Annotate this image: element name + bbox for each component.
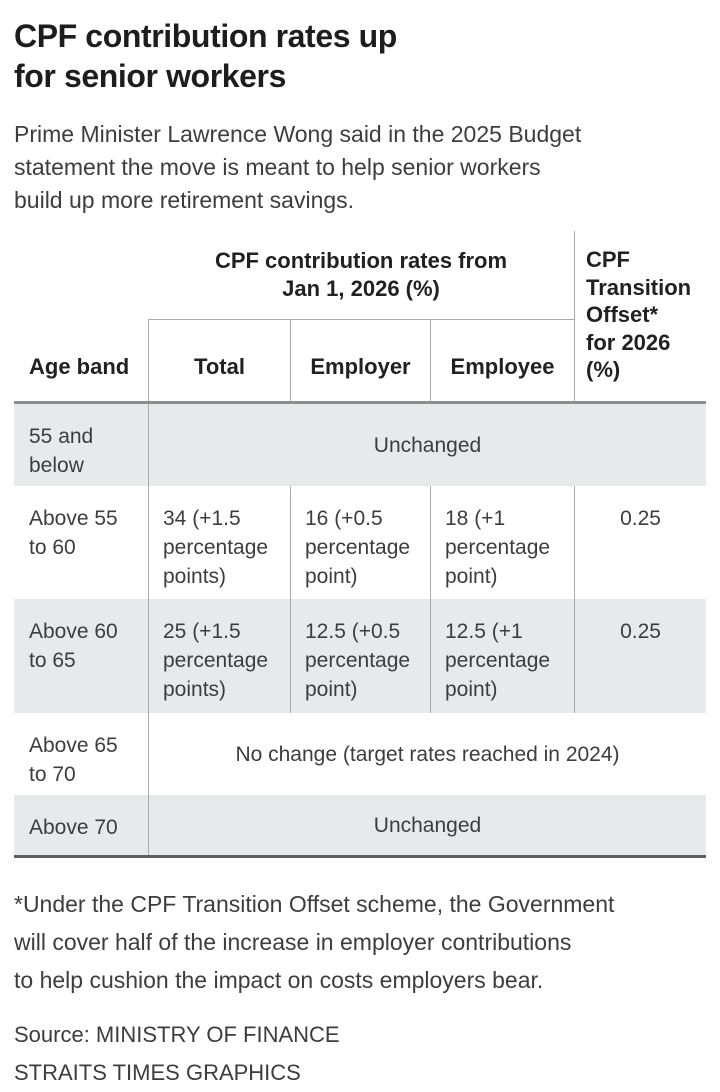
column-header-employee: Employee bbox=[430, 320, 574, 401]
table-cell-span-note: No change (target rates reached in 2024) bbox=[148, 713, 706, 795]
table-cell-transition-offset: 0.25 bbox=[574, 486, 706, 599]
table-cell-age-band: Above 70 bbox=[14, 795, 148, 855]
table-cell-age-band: Above 60 to 65 bbox=[14, 599, 148, 713]
table-cell-employee: 18 (+1 percentage point) bbox=[430, 486, 574, 599]
table-bottom-rule bbox=[14, 855, 706, 858]
table-cell-total: 34 (+1.5 percentage points) bbox=[148, 486, 290, 599]
column-group-header-rates: CPF contribution rates from Jan 1, 2026 … bbox=[148, 231, 574, 320]
column-header-total: Total bbox=[148, 320, 290, 401]
table-cell-age-band: 55 and below bbox=[14, 404, 148, 486]
footnote-transition-offset: *Under the CPF Transition Offset scheme,… bbox=[14, 891, 615, 993]
credit-line: STRAITS TIMES GRAPHICS bbox=[14, 1060, 301, 1085]
page-title: CPF contribution rates up for senior wor… bbox=[14, 18, 397, 94]
table-cell-employer: 16 (+0.5 percentage point) bbox=[290, 486, 430, 599]
cpf-rates-table: CPF contribution rates from Jan 1, 2026 … bbox=[14, 231, 706, 858]
source-line: Source: MINISTRY OF FINANCE bbox=[14, 1022, 340, 1047]
table-cell-employer: 12.5 (+0.5 percentage point) bbox=[290, 599, 430, 713]
table-cell-employee: 12.5 (+1 percentage point) bbox=[430, 599, 574, 713]
header-divider-rule bbox=[14, 401, 706, 404]
table-cell-total: 25 (+1.5 percentage points) bbox=[148, 599, 290, 713]
intro-text: Prime Minister Lawrence Wong said in the… bbox=[14, 121, 582, 213]
column-header-employer: Employer bbox=[290, 320, 430, 401]
table-cell-span-note: Unchanged bbox=[148, 404, 706, 486]
table-cell-transition-offset: 0.25 bbox=[574, 599, 706, 713]
column-header-transition-offset: CPF Transition Offset* for 2026 (%) bbox=[574, 231, 706, 401]
table-cell-age-band: Above 65 to 70 bbox=[29, 734, 118, 786]
table-cell-span-note: Unchanged bbox=[148, 795, 706, 855]
source-block: Source: MINISTRY OF FINANCE STRAITS TIME… bbox=[14, 1016, 706, 1092]
table-cell-age-band: Above 55 to 60 bbox=[29, 507, 118, 559]
column-header-age-band: Age band bbox=[29, 354, 130, 379]
